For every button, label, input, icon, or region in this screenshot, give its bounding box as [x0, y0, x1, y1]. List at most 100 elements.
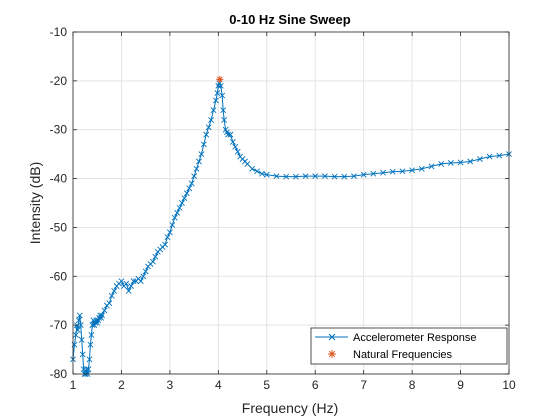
point-accelerometer-34: [111, 288, 118, 294]
point-accelerometer-98: [263, 171, 270, 178]
point-accelerometer-60: [174, 209, 181, 216]
legend-marker-natural: [328, 350, 336, 358]
point-accelerometer-105: [331, 173, 338, 180]
point-accelerometer-96: [254, 168, 261, 175]
point-accelerometer-113: [409, 167, 416, 174]
point-accelerometer-115: [428, 163, 435, 170]
point-accelerometer-29: [99, 312, 105, 319]
point-accelerometer-6: [76, 312, 83, 319]
point-accelerometer-61: [176, 204, 183, 211]
point-accelerometer-50: [150, 258, 156, 265]
point-natural-frequency-0: [216, 75, 224, 83]
point-accelerometer-82: [220, 107, 227, 114]
x-tick-label-4: 5: [263, 378, 270, 392]
x-tick-label-7: 8: [409, 378, 416, 392]
point-accelerometer-76: [212, 97, 219, 104]
point-accelerometer-39: [123, 280, 130, 287]
x-tick-label-2: 3: [167, 378, 174, 392]
point-accelerometer-111: [389, 168, 396, 175]
y-tick-label-6: -20: [50, 74, 68, 88]
point-accelerometer-97: [259, 170, 265, 177]
point-accelerometer-86: [225, 131, 231, 138]
point-accelerometer-65: [186, 185, 193, 192]
point-accelerometer-47: [142, 268, 149, 275]
point-accelerometer-9: [79, 351, 86, 358]
point-accelerometer-37: [118, 278, 125, 285]
point-accelerometer-32: [106, 300, 113, 307]
point-accelerometer-73: [205, 124, 212, 131]
x-tick-label-8: 9: [457, 378, 464, 392]
point-accelerometer-75: [210, 107, 217, 114]
point-accelerometer-17: [87, 341, 94, 348]
y-tick-label-3: -50: [50, 220, 68, 234]
point-accelerometer-42: [130, 278, 137, 285]
point-accelerometer-121: [486, 153, 493, 160]
point-accelerometer-66: [188, 180, 195, 187]
point-accelerometer-55: [162, 241, 168, 248]
point-accelerometer-107: [351, 173, 357, 180]
point-accelerometer-15: [85, 366, 92, 373]
point-accelerometer-87: [227, 131, 234, 138]
x-tick-label-6: 7: [360, 378, 367, 392]
point-accelerometer-74: [208, 117, 214, 123]
y-tick-label-1: -70: [50, 318, 68, 332]
point-accelerometer-58: [169, 222, 176, 228]
point-accelerometer-72: [203, 131, 210, 138]
point-accelerometer-99: [273, 173, 280, 180]
point-accelerometer-116: [438, 160, 445, 167]
x-tick-label-1: 2: [118, 378, 125, 392]
x-tick-label-5: 6: [312, 378, 319, 392]
y-tick-label-2: -60: [50, 269, 68, 283]
point-accelerometer-118: [457, 159, 464, 166]
legend-box: [310, 327, 508, 365]
point-accelerometer-108: [360, 171, 367, 178]
point-accelerometer-83: [221, 117, 228, 123]
point-accelerometer-45: [137, 278, 144, 285]
point-accelerometer-16: [86, 356, 93, 363]
x-axis-title: Frequency (Hz): [242, 400, 338, 416]
point-accelerometer-18: [88, 331, 95, 338]
point-accelerometer-119: [467, 158, 474, 165]
legend-label-natural: Natural Frequencies: [353, 349, 453, 361]
point-accelerometer-104: [321, 173, 328, 180]
point-accelerometer-109: [370, 170, 377, 177]
point-accelerometer-56: [164, 234, 171, 241]
chart-title: 0-10 Hz Sine Sweep: [229, 12, 350, 27]
y-tick-label-7: -10: [50, 25, 68, 39]
x-tick-label-0: 1: [70, 378, 77, 392]
point-accelerometer-68: [193, 165, 200, 172]
point-accelerometer-40: [125, 288, 132, 294]
y-tick-label-0: -80: [50, 367, 68, 381]
axes-box: [72, 31, 510, 375]
point-accelerometer-103: [312, 173, 319, 180]
point-accelerometer-89: [232, 143, 239, 150]
point-accelerometer-81: [219, 92, 226, 99]
point-accelerometer-13: [83, 366, 90, 373]
x-tick-label-3: 4: [215, 378, 222, 392]
point-accelerometer-70: [198, 151, 205, 158]
point-accelerometer-112: [399, 168, 406, 175]
legend-marker-accelerometer: [328, 333, 336, 341]
point-accelerometer-7: [77, 322, 84, 329]
point-accelerometer-94: [244, 160, 251, 167]
point-accelerometer-80: [217, 82, 224, 89]
point-accelerometer-30: [101, 307, 108, 314]
point-accelerometer-62: [179, 200, 185, 206]
point-accelerometer-122: [496, 152, 503, 159]
point-accelerometer-51: [152, 253, 159, 260]
point-accelerometer-57: [166, 229, 173, 236]
point-accelerometer-117: [447, 160, 454, 166]
point-accelerometer-33: [108, 292, 115, 299]
point-accelerometer-106: [341, 173, 348, 180]
point-accelerometer-101: [292, 173, 299, 180]
point-accelerometer-4: [74, 327, 81, 333]
legend-label-accelerometer: Accelerometer Response: [353, 332, 477, 344]
point-accelerometer-88: [229, 139, 236, 145]
point-accelerometer-8: [78, 336, 85, 343]
axis-ticks: 1 2 3 4 5 6 7 8 9 10 -80 -70 -60 -50 -40 -30 -20 -10: [50, 25, 516, 392]
y-axis-title: Intensity (dB): [27, 162, 43, 244]
point-accelerometer-90: [234, 148, 241, 155]
legend: Accelerometer Response Natural Frequenci…: [310, 327, 508, 365]
point-accelerometer-41: [128, 283, 135, 289]
